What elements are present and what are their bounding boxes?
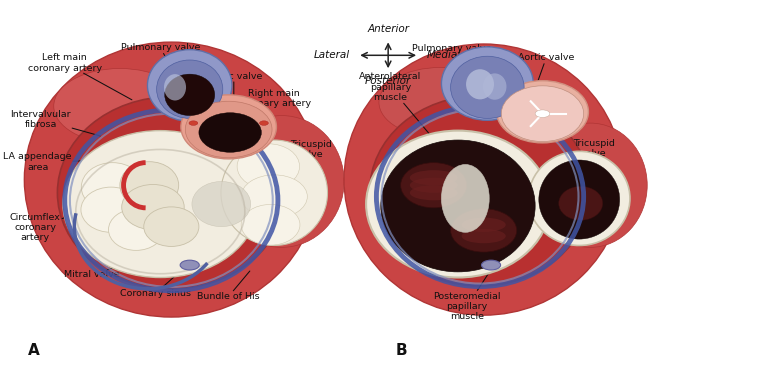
Text: Posteromedial
papillary
muscle: Posteromedial papillary muscle — [433, 267, 501, 321]
Ellipse shape — [241, 204, 300, 245]
Ellipse shape — [199, 113, 261, 152]
Text: LA appendage
area: LA appendage area — [3, 152, 89, 172]
Ellipse shape — [181, 95, 277, 159]
Text: Circumflex
coronary
artery: Circumflex coronary artery — [10, 212, 82, 242]
Text: P2: P2 — [101, 204, 112, 213]
Text: Tricuspid
valve: Tricuspid valve — [283, 140, 332, 184]
Ellipse shape — [539, 160, 619, 239]
Text: Aortic valve: Aortic valve — [206, 71, 262, 114]
Ellipse shape — [54, 68, 186, 144]
Ellipse shape — [109, 209, 163, 250]
Ellipse shape — [559, 186, 603, 220]
Ellipse shape — [221, 140, 328, 245]
Ellipse shape — [461, 229, 505, 243]
Text: A1: A1 — [138, 181, 150, 190]
Ellipse shape — [165, 74, 214, 116]
Text: Pulmonary valve: Pulmonary valve — [121, 43, 200, 90]
Ellipse shape — [81, 187, 141, 232]
Text: Coronary sinus: Coronary sinus — [119, 265, 191, 298]
Ellipse shape — [144, 207, 199, 246]
Ellipse shape — [482, 92, 542, 119]
Ellipse shape — [164, 74, 186, 101]
Text: A: A — [28, 344, 40, 358]
Ellipse shape — [466, 69, 494, 99]
Ellipse shape — [534, 123, 648, 247]
Ellipse shape — [185, 101, 272, 158]
Ellipse shape — [81, 163, 144, 212]
Ellipse shape — [410, 178, 458, 193]
Text: A2: A2 — [137, 203, 150, 212]
Ellipse shape — [192, 181, 251, 227]
Circle shape — [180, 260, 199, 270]
Ellipse shape — [528, 151, 630, 245]
Text: Posterior: Posterior — [365, 76, 411, 87]
Ellipse shape — [451, 209, 517, 252]
Text: B: B — [395, 344, 407, 358]
Ellipse shape — [219, 116, 344, 247]
Ellipse shape — [241, 175, 307, 218]
Ellipse shape — [379, 68, 500, 137]
Text: Lateral: Lateral — [314, 50, 350, 60]
Ellipse shape — [502, 86, 584, 141]
Text: Medial: Medial — [426, 50, 461, 60]
Circle shape — [535, 110, 549, 118]
Text: A3: A3 — [160, 222, 173, 231]
Text: Intervalvular
fibrosa: Intervalvular fibrosa — [10, 110, 100, 136]
Circle shape — [482, 260, 501, 270]
Ellipse shape — [63, 131, 258, 277]
Text: Right main
coronary artery: Right main coronary artery — [237, 89, 312, 143]
Ellipse shape — [442, 47, 534, 120]
Ellipse shape — [410, 170, 458, 185]
Ellipse shape — [188, 96, 232, 117]
Ellipse shape — [147, 50, 232, 121]
Text: Pulmonary valve: Pulmonary valve — [413, 44, 492, 86]
Ellipse shape — [120, 162, 179, 209]
Ellipse shape — [179, 92, 237, 120]
Text: Anterolateral
papillary
muscle: Anterolateral papillary muscle — [359, 73, 433, 139]
Ellipse shape — [157, 60, 223, 118]
Ellipse shape — [237, 144, 299, 189]
Ellipse shape — [122, 184, 184, 230]
Circle shape — [189, 121, 198, 125]
Ellipse shape — [410, 185, 458, 200]
Ellipse shape — [24, 42, 318, 317]
Ellipse shape — [451, 56, 524, 118]
Ellipse shape — [381, 140, 535, 272]
Text: Anterior: Anterior — [367, 24, 409, 34]
Text: Mitral
valve: Mitral valve — [385, 231, 435, 254]
Text: Tricuspid
valve: Tricuspid valve — [573, 139, 615, 184]
Circle shape — [259, 121, 268, 125]
Text: Bundle of His: Bundle of His — [198, 271, 260, 301]
Text: Mitral valve: Mitral valve — [64, 256, 152, 279]
Ellipse shape — [496, 81, 588, 143]
Text: Left main
coronary artery: Left main coronary artery — [27, 53, 132, 100]
Ellipse shape — [370, 96, 591, 286]
Text: Aortic valve: Aortic valve — [518, 53, 575, 93]
Ellipse shape — [401, 163, 467, 208]
Ellipse shape — [442, 164, 489, 232]
Ellipse shape — [461, 218, 505, 232]
Ellipse shape — [366, 131, 549, 277]
Ellipse shape — [58, 97, 285, 289]
Ellipse shape — [344, 44, 623, 315]
Ellipse shape — [483, 73, 506, 100]
Text: P3: P3 — [127, 223, 139, 232]
Text: P1: P1 — [102, 184, 113, 194]
